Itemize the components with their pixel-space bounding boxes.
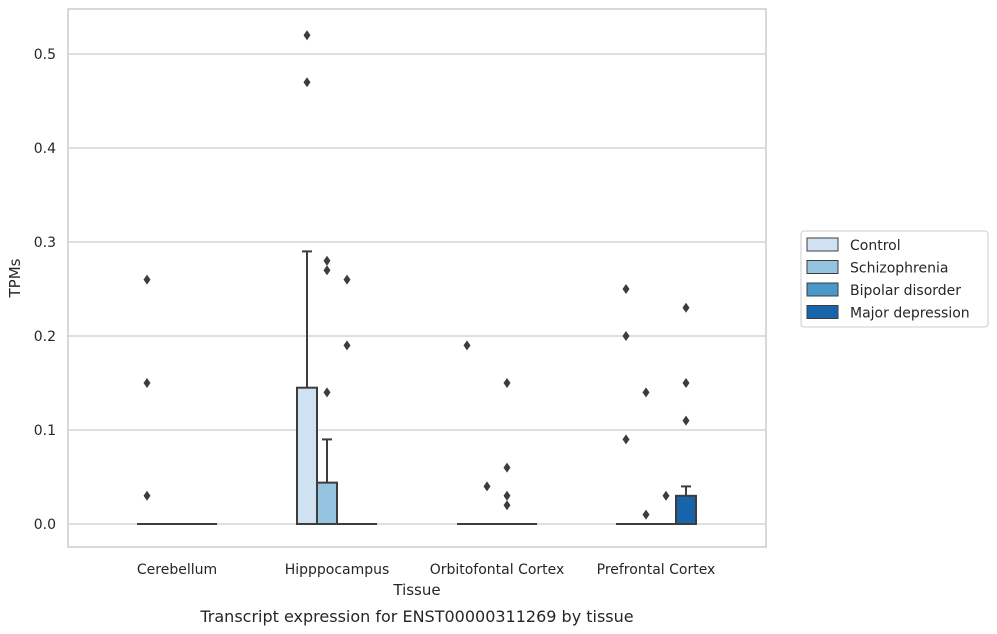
- box-body: [296, 386, 318, 526]
- legend-swatch: [806, 237, 839, 252]
- legend-label: Major depression: [850, 306, 970, 322]
- outlier-point: [503, 490, 511, 501]
- x-tick-label: Orbitofontal Cortex: [430, 562, 565, 578]
- outlier-point: [143, 378, 151, 388]
- outlier-point: [343, 274, 351, 285]
- legend-swatch: [806, 305, 839, 319]
- legend-swatch: [806, 260, 839, 274]
- y-tick-labels: 0.0 0.1 0.2 0.3 0.4 0.5: [34, 47, 56, 533]
- outlier-point: [503, 500, 511, 511]
- legend-swatch: [806, 282, 839, 297]
- x-axis-title: Tissue: [392, 581, 440, 599]
- x-tick-labels: Cerebellum Hipppocampus Orbitofontal Corte…: [137, 562, 715, 578]
- legend-item: Control: [806, 237, 901, 254]
- y-tick-label: 0.5: [34, 47, 56, 63]
- box-control: [296, 250, 318, 526]
- legend-item: Schizophrenia: [806, 260, 948, 277]
- box-body: [675, 494, 697, 525]
- box-schizophrenia: [316, 438, 338, 526]
- outlier-point: [303, 30, 311, 41]
- legend-frame: [800, 230, 989, 328]
- outlier-point: [662, 490, 670, 501]
- y-tick-label: 0.4: [34, 141, 56, 157]
- outlier-point: [642, 387, 650, 398]
- box-layer: [137, 250, 697, 526]
- outlier-point: [323, 387, 331, 398]
- outlier-layer: [143, 30, 690, 520]
- outlier-point: [483, 481, 491, 492]
- outlier-point: [143, 274, 151, 285]
- outlier-point: [343, 340, 351, 351]
- legend-items: Control Schizophrenia Bipolar disorder Majo…: [806, 237, 970, 322]
- outlier-point: [642, 509, 650, 520]
- gridlines: [68, 53, 766, 525]
- figure-caption: Transcript expression for ENST0000031126…: [199, 607, 633, 626]
- box-body: [316, 481, 338, 526]
- y-tick-label: 0.2: [34, 329, 56, 345]
- outlier-point: [323, 265, 331, 276]
- y-tick-label: 0.0: [34, 517, 56, 533]
- outlier-point: [622, 434, 630, 445]
- legend-item: Bipolar disorder: [806, 282, 961, 299]
- legend-label: Control: [850, 238, 901, 254]
- outlier-point: [303, 77, 311, 88]
- x-tick-label: Hipppocampus: [285, 562, 390, 578]
- outlier-point: [682, 302, 690, 313]
- outlier-point: [682, 378, 690, 388]
- x-tick-label: Prefrontal Cortex: [597, 562, 716, 578]
- outlier-point: [503, 462, 511, 473]
- outlier-point: [622, 331, 630, 341]
- legend-label: Schizophrenia: [850, 261, 948, 277]
- outlier-point: [503, 378, 511, 388]
- legend-item: Major depression: [806, 305, 970, 322]
- outlier-point: [143, 490, 151, 501]
- outlier-point: [622, 284, 630, 294]
- y-tick-label: 0.3: [34, 235, 56, 251]
- y-axis-title: TPMs: [6, 258, 24, 298]
- outlier-point: [323, 255, 331, 266]
- outlier-point: [682, 415, 690, 426]
- plot-frame: [67, 8, 767, 548]
- legend: Control Schizophrenia Bipolar disorder Majo…: [800, 230, 989, 328]
- y-tick-label: 0.1: [34, 423, 56, 439]
- x-tick-label: Cerebellum: [137, 562, 217, 578]
- legend-label: Bipolar disorder: [850, 283, 961, 299]
- outlier-point: [463, 340, 471, 351]
- box-major-depression: [675, 485, 697, 525]
